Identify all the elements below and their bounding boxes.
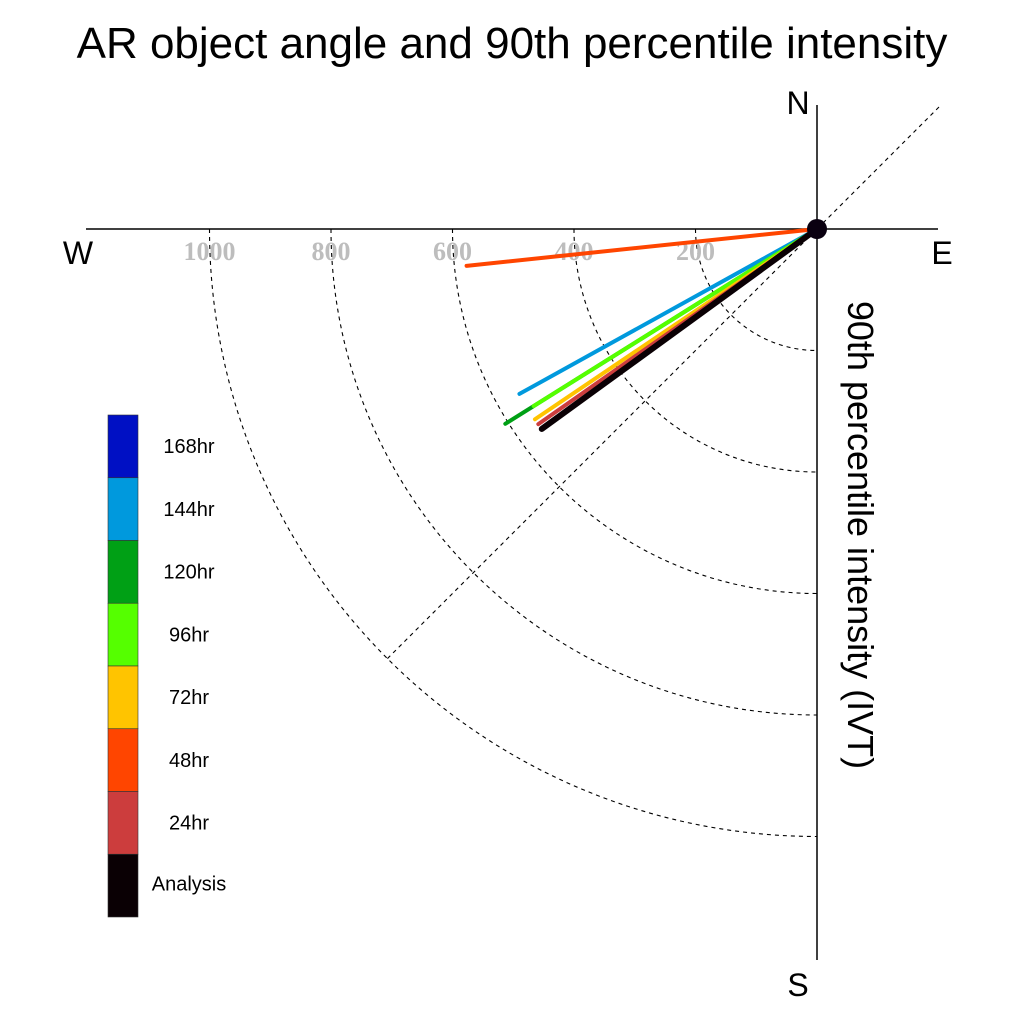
legend-label-72hr: 72hr — [169, 687, 209, 709]
legend-swatch-analysis — [107, 853, 139, 918]
legend-swatch-144hr — [107, 477, 139, 541]
tick-label-800: 800 — [312, 237, 351, 266]
origin-marker — [807, 219, 827, 239]
series-lines — [464, 226, 820, 432]
grid-circle-0 — [694, 228, 818, 352]
grid-circle-3 — [330, 228, 818, 716]
series-line-analysis — [538, 226, 820, 432]
compass-south: S — [787, 967, 808, 1003]
tick-label-1000: 1000 — [184, 237, 236, 266]
y-axis-label: 90th percentile intensity (IVT) — [840, 301, 881, 769]
compass-west: W — [63, 235, 94, 271]
tick-label-600: 600 — [433, 237, 472, 266]
grid-circle-4 — [208, 228, 818, 838]
legend: 168hr 144hr 120hr 96hr 72hr 48hr 24hr Analysis — [107, 414, 226, 918]
chart-title: AR object angle and 90th percentile inte… — [77, 19, 948, 68]
legend-label-96hr: 96hr — [169, 624, 209, 646]
polar-grid — [208, 104, 942, 838]
legend-label-120hr: 120hr — [163, 562, 214, 584]
legend-label-24hr: 24hr — [169, 813, 209, 835]
legend-swatch-168hr — [107, 414, 139, 479]
legend-swatch-120hr — [107, 540, 139, 604]
legend-label-144hr: 144hr — [163, 499, 214, 521]
legend-swatch-72hr — [107, 665, 139, 730]
series-line-48hr — [464, 227, 819, 268]
grid-diagonal — [387, 104, 942, 659]
legend-swatch-24hr — [107, 791, 139, 855]
compass-east: E — [931, 235, 952, 271]
legend-label-168hr: 168hr — [163, 436, 214, 458]
legend-label-48hr: 48hr — [169, 750, 209, 772]
series-line-144hr — [517, 227, 819, 396]
legend-swatch-96hr — [107, 602, 139, 667]
legend-swatch-48hr — [107, 728, 139, 792]
radial-tick-labels: 1000 800 600 400 200 — [184, 237, 716, 266]
compass-north: N — [786, 85, 809, 121]
legend-label-analysis: Analysis — [152, 873, 226, 895]
